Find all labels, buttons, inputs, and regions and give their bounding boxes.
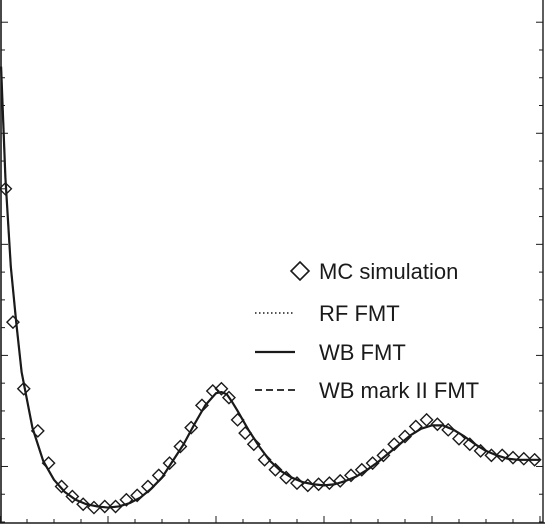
mc-diamond-point [300,478,315,493]
mc-diamond-point [30,423,45,438]
mc-diamond-point [41,456,56,471]
legend-entry-mc: MC simulation [289,259,458,284]
mc-diamond-point [65,489,80,504]
legend-label-mc: MC simulation [319,259,458,284]
mc-diamond-point [279,470,294,485]
mc-diamond-point [221,390,236,405]
mc-diamond-point [184,420,199,435]
mc-diamond-point [76,497,91,512]
mc-diamond-point [452,431,466,446]
mc-diamond-point [419,412,434,427]
mc-diamond-point [246,437,261,452]
mc-diamond-point [162,456,177,471]
mc-diamond-point [268,462,283,477]
mc-diamond-point [506,450,520,465]
mc-diamond-point [119,492,134,507]
mc-diamond-point [0,181,13,196]
legend-entry-rf: RF FMT [255,301,400,326]
mc-diamond-point [194,398,209,413]
mc-diamond-point [441,422,456,437]
mc-diamond-point [16,381,31,396]
legend-entry-wb: WB FMT [255,340,406,365]
mc-diamond-point [130,488,145,503]
mc-diamond-point [527,452,542,467]
legend-label-wb: WB FMT [319,340,406,365]
mc-diamond-point [140,479,155,494]
mc-diamond-point [484,448,499,463]
curves [0,66,540,509]
mc-diamond-point [473,443,488,458]
wb-fmt-line [0,66,540,509]
mc-diamond-point [257,452,272,467]
mc-diamond-point [430,417,445,432]
mc-diamond-point [322,476,337,491]
mc-diamond-point [516,451,531,466]
rf-fmt-line [0,66,540,509]
mc-diamond-point [173,439,188,454]
mc-diamond-point [214,381,229,396]
mc-diamond-point [333,473,348,488]
mc-diamond-point [311,477,326,492]
mc-diamond-point [230,412,245,427]
mc-diamond-point [97,499,112,514]
mc-diamond-point [238,426,253,441]
mc-diamond-point [376,448,391,463]
mc-diamond-point [387,437,402,452]
mc-diamond-point [365,456,380,471]
mc-diamond-point [54,479,69,494]
mc-diamond-point [205,383,220,398]
mc-diamond-point [151,468,166,483]
wb-mark-ii-fmt-line [0,66,540,509]
mc-diamond-point [290,476,304,491]
legend-diamond-marker [289,260,311,282]
legend: MC simulation RF FMT WB FMT WB mark II F… [255,259,479,403]
legend-entry-wb2: WB mark II FMT [255,378,479,403]
mc-diamond-point [354,462,369,477]
mc-diamond-point [108,499,123,514]
mc-diamond-point [462,437,477,452]
legend-label-rf: RF FMT [319,301,400,326]
mc-diamond-point [5,315,20,330]
mc-diamond-point [408,419,423,434]
mc-markers [0,181,542,515]
mc-diamond-point [398,429,412,444]
legend-label-wb2: WB mark II FMT [319,378,479,403]
mc-diamond-point [495,448,510,463]
mc-diamond-point [86,500,101,515]
mc-diamond-point [344,468,358,483]
